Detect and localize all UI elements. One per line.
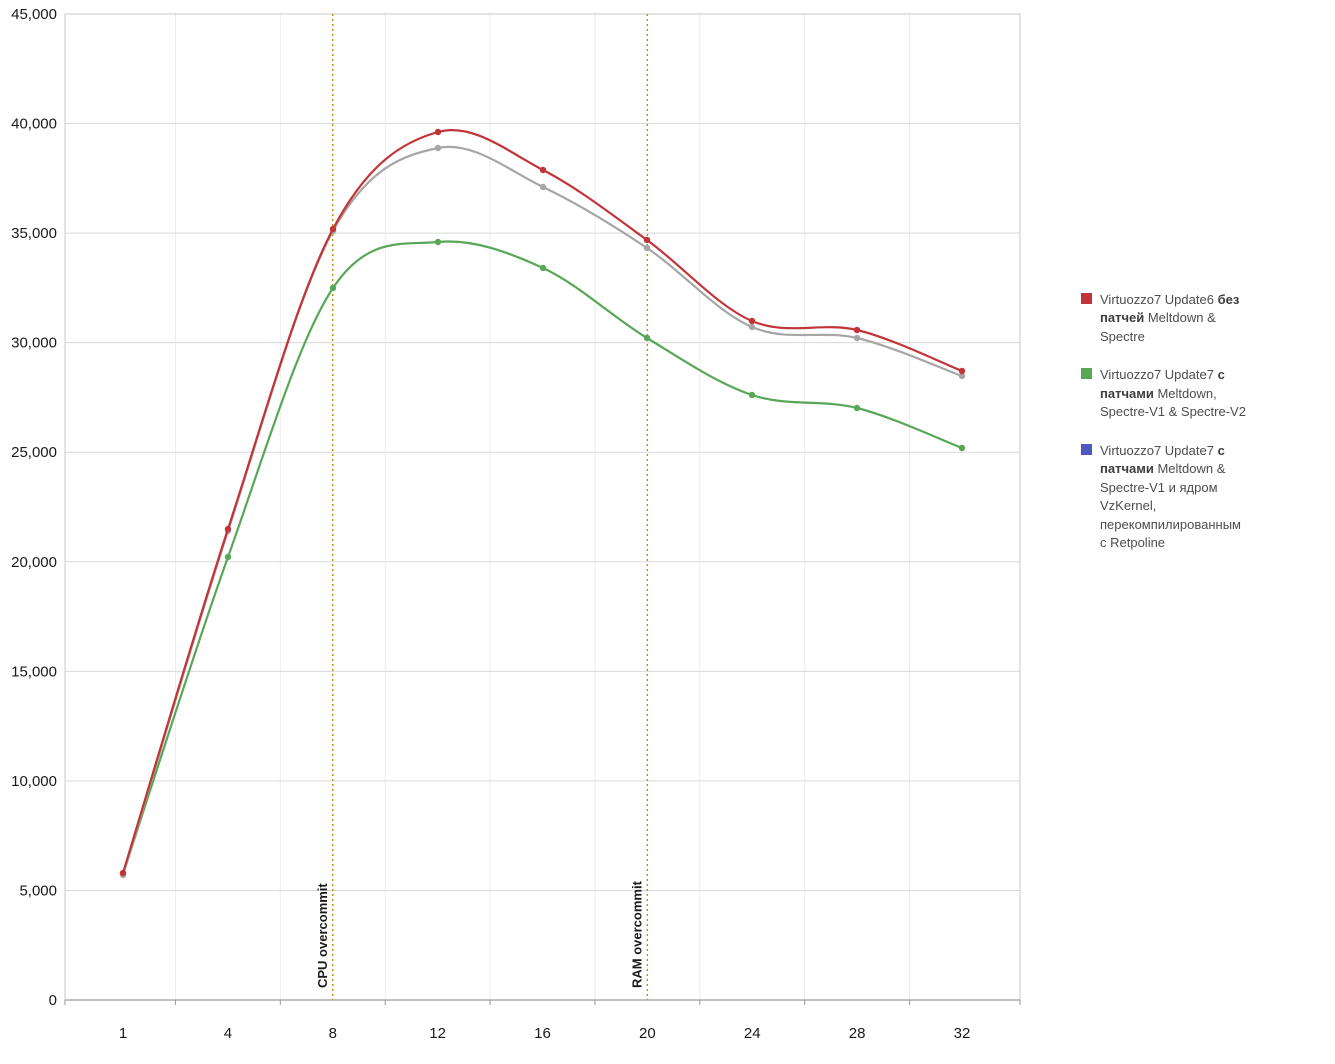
series-marker-0 (119, 869, 127, 877)
y-tick-label: 0 (49, 992, 57, 1009)
series-marker-2 (329, 284, 337, 292)
y-tick-label: 20,000 (11, 554, 57, 571)
y-tick-label: 25,000 (11, 444, 57, 461)
series-marker-0 (434, 128, 442, 136)
series-marker-0 (643, 236, 651, 244)
series-marker-0 (853, 326, 861, 334)
series-line-1 (121, 145, 963, 876)
annotation-label: RAM overcommit (629, 880, 644, 988)
y-tick-label: 30,000 (11, 335, 57, 352)
x-tick-label: 12 (429, 1025, 446, 1042)
series-marker-0 (224, 525, 232, 533)
series-marker-2 (748, 391, 756, 399)
series-marker-2 (434, 238, 442, 246)
y-tick-label: 5,000 (19, 882, 57, 899)
y-tick-label: 15,000 (11, 663, 57, 680)
series-marker-2 (643, 334, 651, 342)
series-marker-0 (748, 317, 756, 325)
y-tick-label: 10,000 (11, 773, 57, 790)
series-marker-0 (539, 166, 547, 174)
legend-swatch (1081, 443, 1092, 455)
series-marker-1 (958, 372, 966, 380)
y-tick-label: 40,000 (11, 116, 57, 133)
x-tick-label: 20 (639, 1025, 656, 1042)
x-tick-label: 24 (744, 1025, 761, 1042)
series-marker-1 (434, 144, 442, 152)
series-marker-2 (958, 444, 966, 452)
legend-label: Virtuozzo7 Update6 без патчей Meltdown &… (1100, 292, 1240, 344)
legend-item: Virtuozzo7 Update7 с патчами Meltdown & … (1081, 442, 1249, 553)
legend-label: Virtuozzo7 Update7 с патчами Meltdown & … (1100, 442, 1241, 550)
series-marker-2 (539, 264, 547, 272)
x-tick-label: 4 (224, 1025, 232, 1042)
line-chart: 0 5,000 10,000 15,000 20,000 25,000 30,000 35,0… (11, 6, 1021, 1042)
x-tick-label: 1 (119, 1025, 127, 1042)
plot-border (64, 13, 1021, 1001)
x-tick-label: 8 (329, 1025, 337, 1042)
series-marker-0 (329, 225, 337, 233)
series-marker-1 (853, 334, 861, 342)
series-marker-1 (643, 244, 651, 252)
y-tick-label: 35,000 (11, 225, 57, 242)
series-marker-1 (748, 323, 756, 331)
legend-label: Virtuozzo7 Update7 с патчами Meltdown, S… (1100, 367, 1246, 420)
legend-swatch (1081, 293, 1092, 304)
series-marker-0 (958, 367, 966, 375)
x-tick-label: 32 (954, 1025, 971, 1042)
series-line-0 (121, 129, 963, 874)
series-marker-2 (853, 404, 861, 412)
x-tick-label: 28 (849, 1025, 866, 1042)
legend: Virtuozzo7 Update6 без патчей Meltdown &… (1081, 291, 1249, 572)
series-marker-2 (224, 553, 232, 561)
x-tick-label: 16 (534, 1025, 551, 1042)
legend-item: Virtuozzo7 Update6 без патчей Meltdown &… (1081, 291, 1249, 346)
annotation-label: CPU overcommit (315, 883, 330, 988)
legend-swatch (1081, 368, 1092, 380)
series-marker-1 (539, 183, 547, 191)
legend-item: Virtuozzo7 Update7 с патчами Meltdown, S… (1081, 366, 1249, 421)
y-tick-label: 45,000 (11, 6, 57, 23)
